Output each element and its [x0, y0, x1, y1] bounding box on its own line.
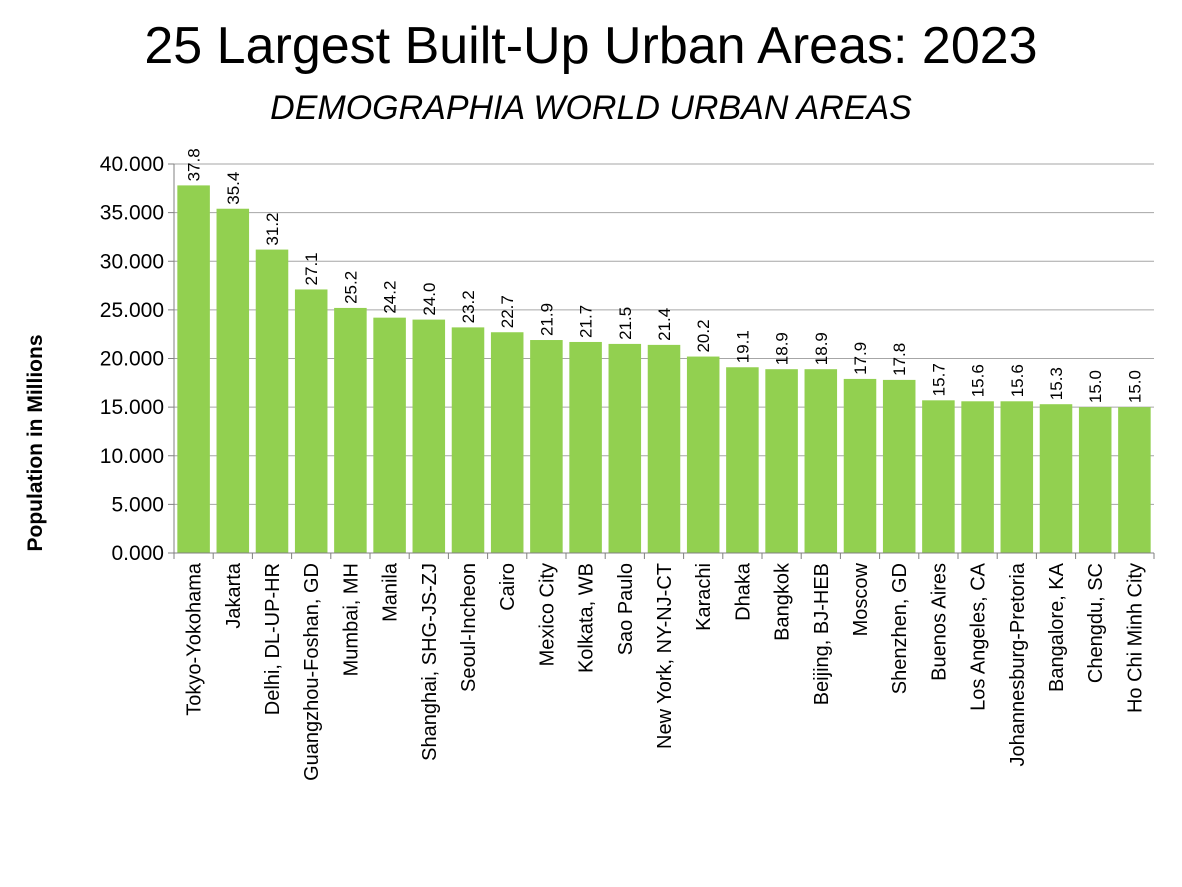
data-label: 21.7	[577, 305, 596, 338]
category-label: Ho Chi Minh City	[1124, 563, 1146, 713]
category-label: Cairo	[497, 563, 519, 611]
data-label: 24.2	[381, 281, 400, 314]
bars	[177, 185, 1151, 554]
bar	[216, 208, 250, 554]
category-label: Kolkata, WB	[576, 563, 598, 673]
category-label: New York, NY-NJ-CT	[654, 563, 676, 749]
chart-subtitle: DEMOGRAPHIA WORLD URBAN AREAS	[270, 89, 912, 127]
category-label: Jakarta	[223, 562, 245, 628]
bar	[922, 400, 955, 553]
y-tick-label: 15.000	[100, 396, 164, 419]
chart-title: 25 Largest Built-Up Urban Areas: 2023	[144, 17, 1038, 75]
y-tick-label: 10.000	[100, 445, 164, 468]
bar	[765, 369, 798, 553]
category-label: Delhi, DL-UP-HR	[262, 563, 284, 715]
bar	[451, 327, 485, 553]
category-label: Moscow	[850, 562, 872, 636]
category-label: Shenzhen, GD	[889, 563, 911, 694]
y-tick-label: 5.000	[111, 493, 164, 516]
category-label: Dhaka	[732, 562, 754, 621]
y-axis-title: Population in Millions	[24, 335, 47, 552]
bar	[608, 343, 642, 553]
bar	[647, 344, 681, 553]
bar	[1039, 404, 1073, 553]
data-label: 19.1	[733, 330, 752, 363]
data-label: 15.3	[1047, 367, 1066, 400]
data-label: 25.2	[341, 271, 360, 304]
bar	[334, 307, 367, 553]
category-label: Guangzhou-Foshan, GD	[301, 563, 323, 781]
category-label: Tokyo-Yokohama	[184, 562, 206, 716]
category-label: Johannesburg-Pretoria	[1007, 562, 1029, 766]
y-tick-label: 25.000	[100, 299, 164, 322]
category-label: Bangalore, KA	[1046, 562, 1068, 692]
category-label: Mumbai, MH	[340, 563, 362, 676]
data-label: 31.2	[263, 212, 282, 245]
category-label: Sao Paulo	[615, 563, 637, 655]
data-label: 21.5	[616, 307, 635, 340]
y-tick-label: 30.000	[100, 250, 164, 273]
category-label: Shanghai, SHG-JS-ZJ	[419, 563, 441, 761]
bar	[412, 319, 446, 553]
bar	[294, 289, 328, 553]
data-label: 18.9	[812, 332, 831, 365]
y-tick-label: 40.000	[100, 153, 164, 176]
category-label: Seoul-Incheon	[458, 563, 480, 692]
category-label: Mexico City	[536, 563, 558, 666]
bar	[961, 401, 994, 553]
bar	[726, 367, 759, 553]
labels: 0.000 5.000 10.000 15.000 20.000 25.000 30.000…	[100, 148, 1147, 781]
data-label: 17.9	[851, 342, 870, 375]
data-label: 18.9	[773, 332, 792, 365]
data-label: 23.2	[459, 290, 478, 323]
data-label: 24.0	[420, 283, 439, 316]
axes	[168, 163, 1155, 559]
y-tick-label: 0.000	[111, 542, 164, 565]
category-label: Buenos Aires	[928, 563, 950, 681]
category-label: Karachi	[693, 563, 715, 631]
data-label: 15.6	[1008, 364, 1027, 397]
data-label: 15.0	[1125, 370, 1144, 403]
bar	[373, 317, 406, 553]
bar	[255, 249, 289, 553]
bar	[1118, 407, 1151, 553]
y-tick-label: 35.000	[100, 202, 164, 225]
bar	[177, 185, 210, 553]
category-label: Manila	[380, 562, 402, 622]
data-label: 37.8	[185, 148, 204, 181]
bar	[843, 378, 877, 553]
bar	[686, 356, 720, 553]
data-label: 15.6	[969, 364, 988, 397]
bar	[1000, 401, 1034, 553]
data-label: 35.4	[224, 172, 243, 205]
data-label: 21.4	[655, 308, 674, 341]
data-label: 15.0	[1086, 370, 1105, 403]
category-label: Chengdu, SC	[1085, 563, 1107, 683]
data-label: 21.9	[537, 303, 556, 336]
bar	[804, 369, 838, 553]
bar	[490, 332, 524, 553]
bar	[1078, 407, 1112, 553]
bar	[530, 340, 563, 553]
y-tick-label: 20.000	[100, 348, 164, 371]
data-label: 27.1	[302, 252, 321, 285]
data-label: 22.7	[498, 295, 517, 328]
category-label: Los Angeles, CA	[968, 562, 990, 711]
bar	[882, 379, 916, 553]
category-label: Beijing, BJ-HEB	[811, 563, 833, 705]
data-label: 20.2	[694, 319, 713, 352]
bar	[569, 341, 602, 553]
data-label: 17.8	[890, 343, 909, 376]
category-label: Bangkok	[772, 562, 794, 641]
data-label: 15.7	[929, 363, 948, 396]
